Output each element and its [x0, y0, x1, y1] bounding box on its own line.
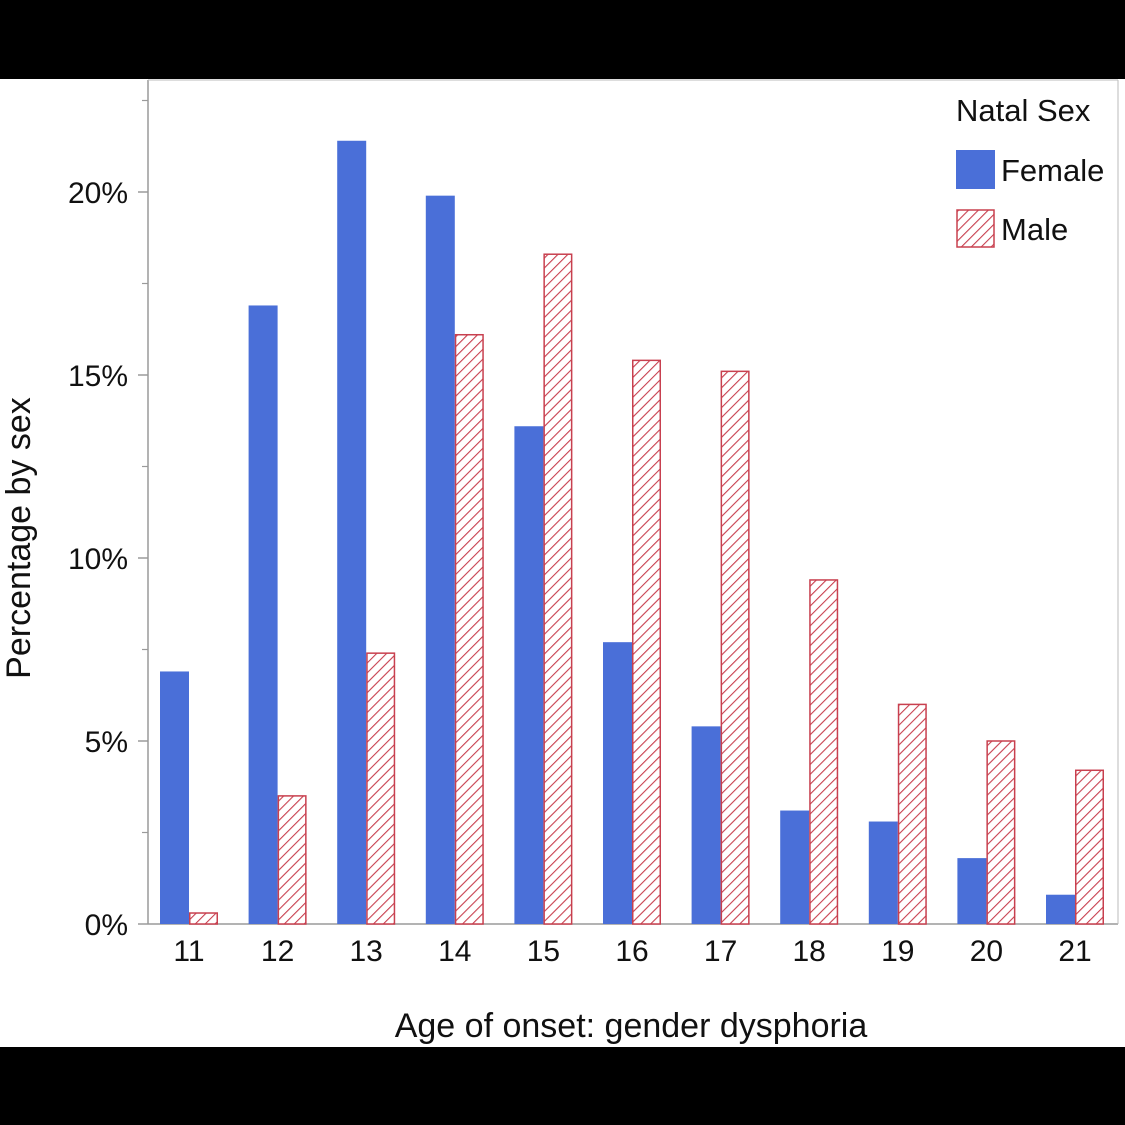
bars	[160, 140, 1104, 925]
x-tick-label: 15	[527, 935, 560, 968]
x-tick-label: 20	[970, 935, 1003, 968]
bar-female-15	[514, 426, 544, 924]
bar-female-11	[160, 671, 189, 924]
x-tick-label: 12	[261, 935, 294, 968]
bar-female-16	[603, 642, 632, 924]
x-tick-label: 17	[704, 935, 737, 968]
x-tick-labels: 11 12 13 14 15 16 17 18 19 20 21	[173, 935, 1091, 968]
bar-male-12	[277, 795, 307, 925]
bar-female-13	[337, 140, 367, 924]
bar-male-11	[189, 912, 218, 925]
bar-female-17	[691, 726, 721, 924]
bar-male-18	[809, 579, 839, 925]
chart-canvas: 11 12 13 14 15 16 17 18 19 20 21 0% 5% 10% 15% 20% Age…	[0, 79, 1125, 1047]
y-tick-labels: 0% 5% 10% 15% 20%	[68, 177, 128, 942]
axes	[138, 79, 1119, 925]
legend-swatch-female	[956, 150, 995, 189]
bar-female-12	[248, 305, 278, 924]
x-tick-label: 11	[173, 935, 204, 968]
x-tick-label: 14	[438, 935, 471, 968]
y-tick-label: 15%	[68, 360, 128, 393]
x-axis-title: Age of onset: gender dysphoria	[395, 1007, 868, 1045]
bar-female-18	[780, 810, 810, 924]
x-tick-label: 13	[350, 935, 383, 968]
bar-male-14	[454, 333, 484, 925]
bar-male-20	[986, 740, 1016, 925]
x-tick-label: 16	[615, 935, 648, 968]
legend-title: Natal Sex	[956, 93, 1091, 128]
bar-female-20	[957, 858, 987, 924]
bar-chart: 11 12 13 14 15 16 17 18 19 20 21 0% 5% 10% 15% 20% Age…	[0, 79, 1119, 1045]
bar-male-19	[897, 703, 927, 925]
bar-female-21	[1046, 894, 1075, 924]
y-axis-title: Percentage by sex	[0, 397, 38, 679]
x-tick-label: 21	[1058, 935, 1091, 968]
bar-male-21	[1075, 769, 1104, 925]
bar-female-14	[425, 195, 455, 924]
legend: Natal Sex Female Male	[956, 93, 1104, 248]
bar-female-19	[868, 821, 898, 924]
legend-swatch-male	[956, 209, 995, 248]
y-tick-label: 10%	[68, 543, 128, 576]
bar-male-16	[632, 359, 661, 925]
y-tick-label: 0%	[85, 909, 128, 942]
legend-label-male: Male	[1001, 212, 1068, 247]
bar-male-13	[366, 652, 396, 925]
legend-label-female: Female	[1001, 153, 1104, 188]
y-tick-label: 5%	[85, 726, 128, 759]
y-tick-label: 20%	[68, 177, 128, 210]
x-tick-label: 18	[793, 935, 826, 968]
bar-male-17	[720, 370, 750, 925]
x-tick-label: 19	[881, 935, 914, 968]
bar-male-15	[543, 253, 573, 925]
